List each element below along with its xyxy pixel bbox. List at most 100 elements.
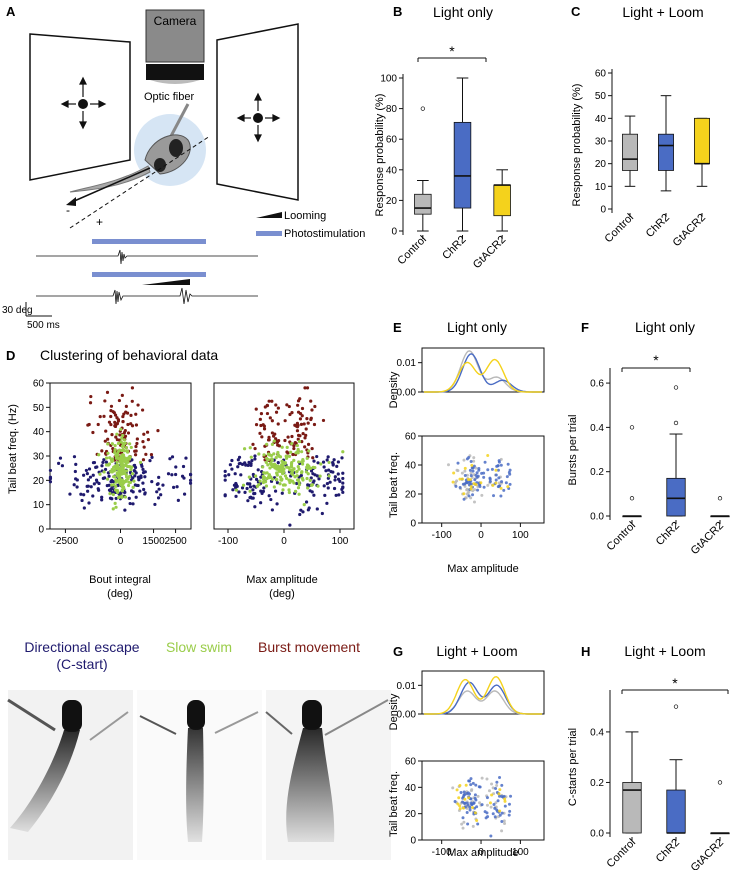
cluster-slow-label: Slow swim [166, 639, 232, 655]
point-gtacr2 [457, 796, 461, 800]
point-escape [141, 471, 146, 475]
point-gtacr2 [491, 483, 495, 487]
point-burst [142, 445, 146, 449]
density-scatter-g: 0.00 0.01 0 20 40 60 -100 0 100 [397, 670, 545, 858]
point-burst [290, 434, 294, 439]
point-gtacr2 [452, 471, 456, 475]
point-burst [105, 390, 110, 394]
point-escape [97, 488, 101, 492]
point-escape [230, 458, 234, 463]
x-tick-label: -100 [432, 530, 452, 541]
point-slow [115, 452, 120, 456]
point-escape [326, 476, 330, 480]
point-slow [299, 471, 304, 475]
point-escape [246, 463, 250, 467]
point-slow [270, 464, 274, 469]
fish-eye-right-icon [154, 158, 166, 172]
point-chr2 [454, 484, 458, 488]
point-burst [115, 416, 119, 420]
point-slow [123, 458, 128, 463]
point-burst [287, 404, 291, 409]
point-burst [251, 442, 255, 446]
point-control [464, 496, 468, 500]
x-category-label: GtACR2 [671, 212, 708, 249]
point-escape [322, 465, 326, 469]
point-escape [341, 490, 345, 494]
point-burst [254, 407, 258, 411]
point-slow [114, 505, 118, 509]
point-escape [249, 463, 253, 467]
x-tick-label: -100 [218, 536, 238, 547]
point-escape [250, 459, 254, 463]
point-burst [142, 432, 146, 436]
point-escape [132, 469, 136, 473]
point-escape [245, 482, 250, 486]
point-escape [184, 456, 188, 460]
point-slow [280, 463, 284, 467]
point-escape [91, 494, 95, 498]
point-escape [166, 472, 171, 476]
point-burst [109, 422, 113, 427]
point-escape [333, 475, 337, 479]
point-control [486, 483, 490, 487]
point-burst [129, 422, 133, 426]
point-slow [116, 441, 121, 446]
point-chr2 [491, 812, 495, 816]
point-slow [108, 456, 112, 460]
point-escape [86, 489, 90, 493]
point-burst [114, 435, 118, 439]
point-escape [100, 495, 104, 499]
point-slow [281, 488, 285, 492]
point-gtacr2 [471, 806, 475, 810]
point-burst [312, 422, 317, 427]
b-sig-star: * [449, 43, 455, 59]
point-escape [85, 484, 89, 488]
outlier-point [629, 425, 635, 430]
x-tick-label: 100 [332, 536, 349, 547]
box-control [414, 193, 432, 215]
point-escape [304, 500, 309, 504]
point-chr2 [508, 809, 512, 813]
point-escape [341, 485, 345, 489]
point-escape [148, 459, 152, 463]
y-tick-label: 0 [600, 205, 606, 216]
point-burst [111, 410, 115, 414]
y-tick-label: 0.0 [590, 512, 604, 523]
point-burst [88, 401, 93, 405]
point-gtacr2 [498, 788, 502, 792]
point-escape [259, 501, 263, 505]
point-gtacr2 [463, 797, 467, 801]
point-slow [121, 485, 126, 489]
point-burst [109, 414, 113, 419]
camera-body [145, 9, 205, 63]
point-chr2 [482, 471, 486, 475]
point-escape [253, 457, 257, 461]
point-escape [128, 501, 132, 506]
point-slow [129, 445, 133, 450]
panel-h-label: H [581, 644, 590, 659]
x-tick-label: 0 [478, 530, 484, 541]
point-slow [310, 483, 314, 487]
x-tick-label: 100 [512, 530, 529, 541]
point-chr2 [453, 800, 457, 804]
point-burst [130, 424, 135, 428]
box-gtacr2 [493, 184, 511, 217]
point-slow [97, 453, 101, 457]
point-escape [107, 474, 111, 478]
point-slow [277, 469, 282, 473]
panel-g-title: Light + Loom [436, 643, 517, 659]
point-slow [263, 471, 267, 475]
point-control [454, 480, 458, 484]
point-slow [116, 465, 120, 470]
point-burst [309, 417, 313, 422]
point-escape [159, 493, 163, 497]
point-chr2 [472, 464, 476, 468]
point-burst [126, 422, 130, 427]
density-curve-gtacr2 [424, 675, 542, 715]
point-slow [292, 458, 296, 463]
d1-xlabel-line1: Bout integral [89, 574, 151, 586]
point-escape [326, 455, 330, 459]
point-escape [275, 481, 280, 485]
point-chr2 [493, 815, 497, 819]
point-escape [315, 507, 319, 511]
